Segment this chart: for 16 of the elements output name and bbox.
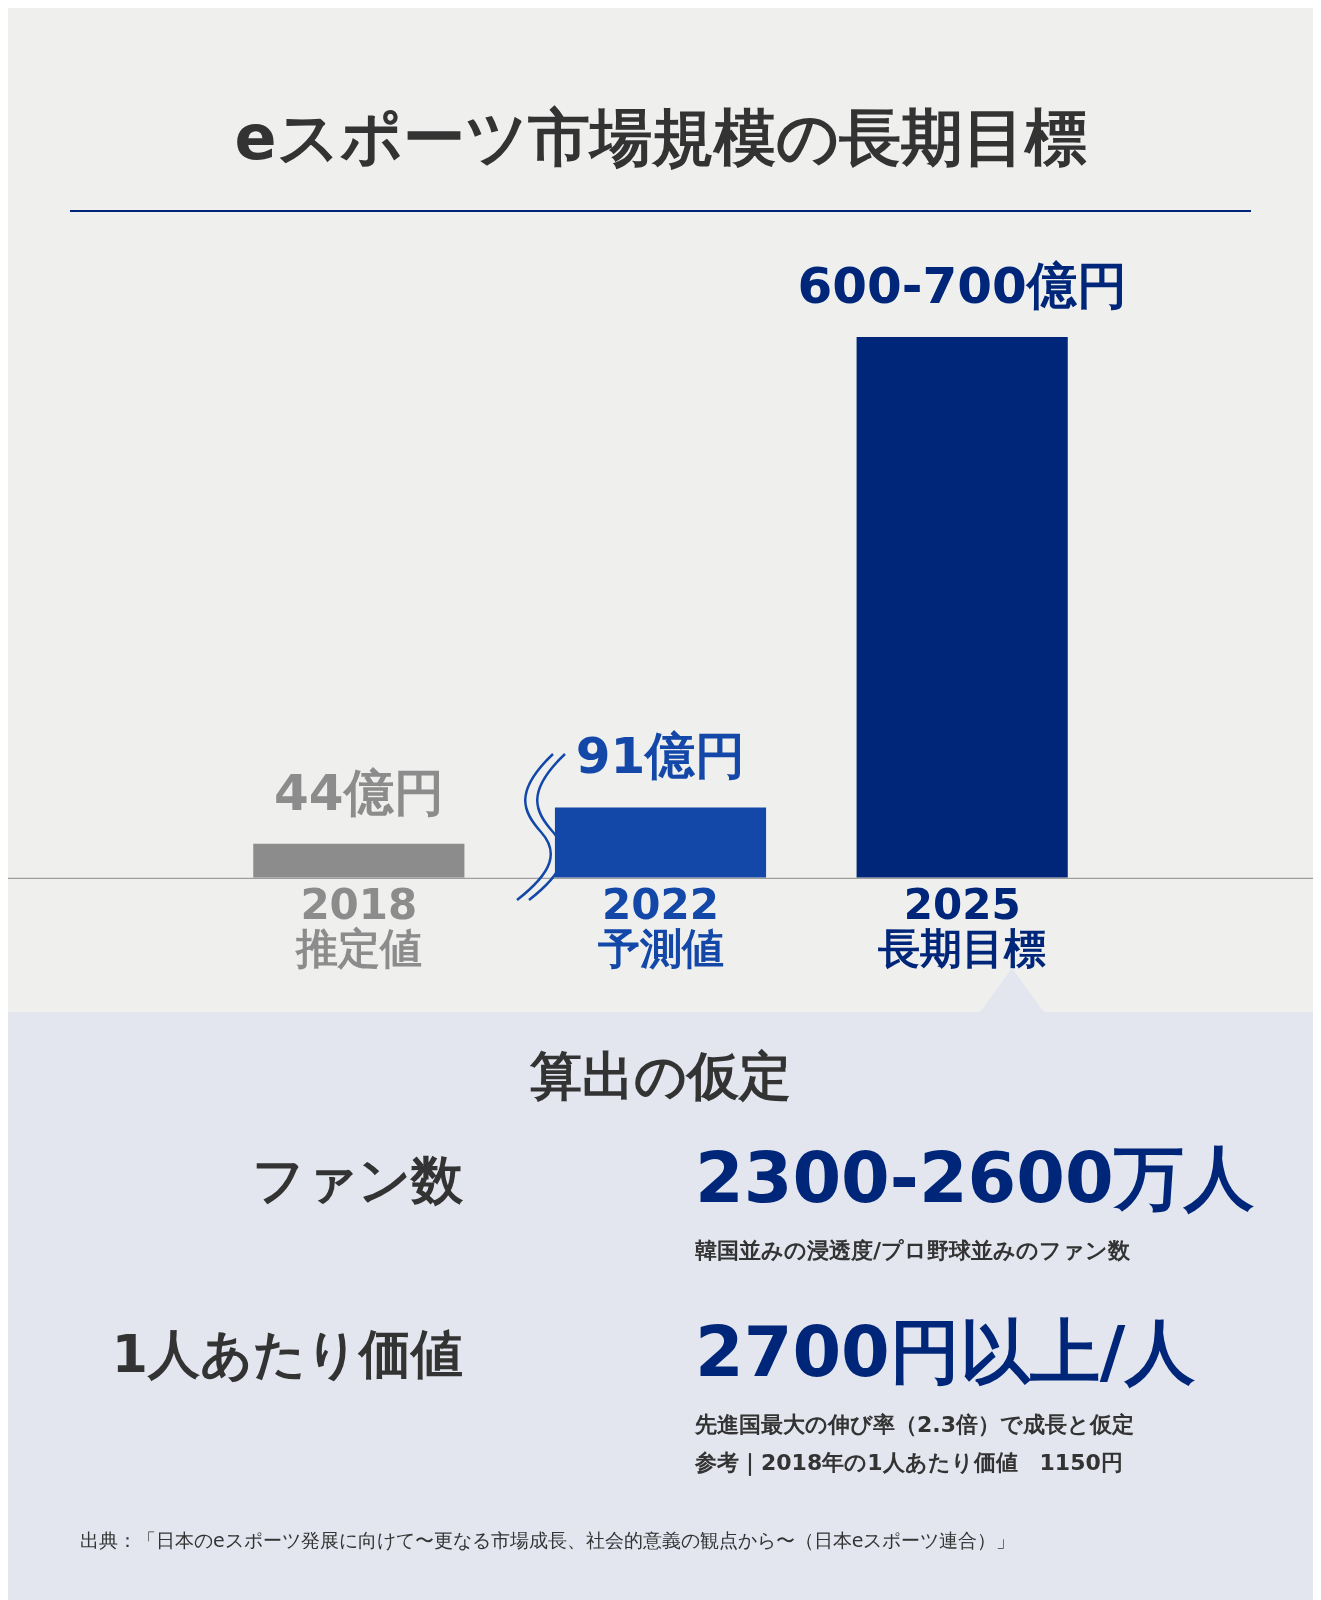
data-label: 91億円: [575, 727, 746, 786]
text: 2300-2600万人: [695, 1136, 1254, 1221]
source-note: 出典：「日本のeスポーツ発展に向けて〜更なる市場成長、社会的意義の観点から〜（日本eスポーツ連合）」: [80, 1528, 1017, 1553]
text: 参考｜2018年の1人あたり価値 1150円: [695, 1449, 1124, 1478]
data-label: 600-700億円: [797, 256, 1127, 315]
x-tick-label: 2025 長期目標: [877, 879, 1047, 973]
text: 算出の仮定: [529, 1045, 792, 1108]
data-label: 44億円: [274, 763, 444, 822]
x-tick-label: 2018 推定値: [293, 879, 422, 973]
x-tick-label: 2022 予測値: [596, 879, 724, 973]
text: 先進国最大の伸び率（2.3倍）で成長と仮定: [695, 1411, 1135, 1439]
chart-title: eスポーツ市場規模の長期目標: [233, 100, 1088, 176]
text: 韓国並みの浸透度/プロ野球並みのファン数: [695, 1237, 1132, 1265]
text: 2700円以上/人: [695, 1310, 1196, 1395]
text: 1人あたり価値: [110, 1323, 463, 1386]
text: ファン数: [251, 1149, 463, 1212]
